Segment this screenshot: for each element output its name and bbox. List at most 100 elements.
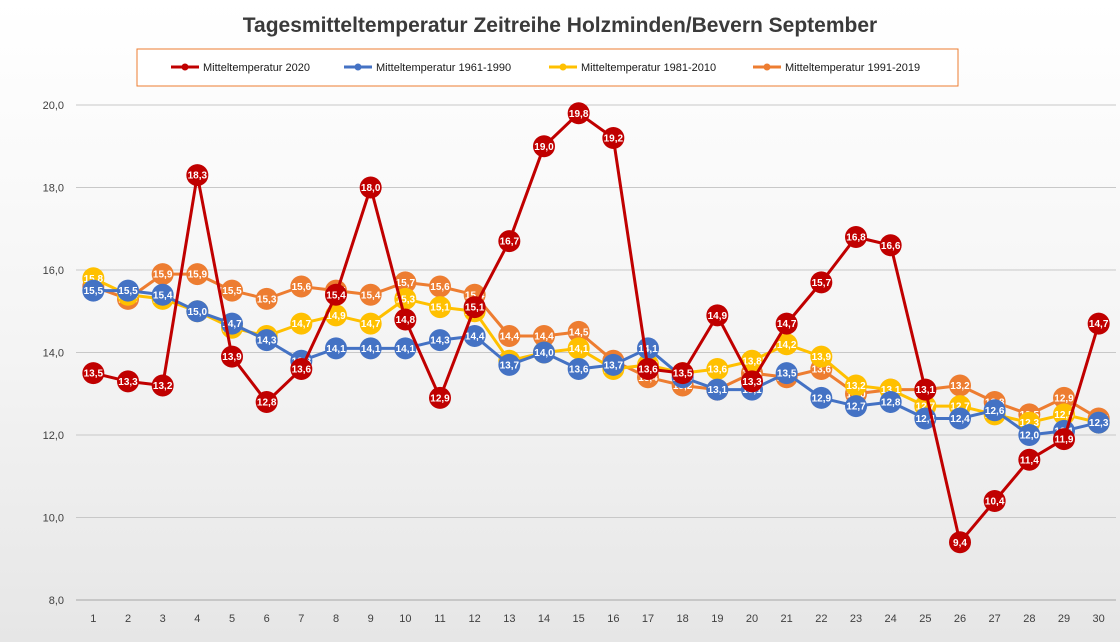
data-label: 13,6: [292, 365, 312, 376]
data-label: 13,3: [118, 377, 138, 388]
data-label: 14,3: [257, 336, 277, 347]
data-point: [602, 353, 625, 376]
data-point: [810, 345, 833, 368]
data-point: [498, 230, 521, 253]
x-tick-label: 10: [399, 613, 411, 625]
data-point: [567, 320, 590, 343]
data-point: [1087, 312, 1110, 335]
x-tick-label: 18: [677, 613, 689, 625]
data-point: [983, 490, 1006, 512]
data-point: [810, 271, 833, 294]
y-tick-label: 10,0: [43, 513, 64, 525]
data-point: [151, 263, 174, 286]
data-point: [359, 337, 382, 360]
data-point: [671, 362, 694, 385]
data-label: 9,4: [953, 538, 967, 549]
series-layer: 15,6 15,3 15,9 15,9 15,5 15,3 15,6 15,5 15,4 15,7…: [82, 102, 1110, 554]
x-tick-label: 13: [503, 613, 515, 625]
data-label: 13,5: [673, 369, 693, 380]
data-point: [290, 358, 313, 380]
x-tick-label: 30: [1093, 613, 1105, 625]
data-point: [602, 127, 625, 149]
data-label: 19,0: [534, 142, 554, 153]
series-line: [91, 276, 1101, 425]
data-point: [151, 374, 174, 397]
data-point: [221, 279, 243, 302]
data-point: [151, 283, 174, 306]
x-tick-label: 19: [711, 613, 723, 625]
data-label: 12,6: [985, 406, 1005, 417]
data-label: 14,0: [534, 348, 554, 359]
data-point: [82, 362, 105, 385]
legend-marker: [559, 63, 567, 71]
data-label: 11,9: [1055, 435, 1074, 446]
data-point: [706, 358, 729, 380]
x-tick-label: 26: [954, 613, 966, 625]
data-point: [221, 345, 243, 368]
data-label: 15,9: [153, 270, 173, 281]
x-tick-label: 25: [919, 613, 931, 625]
x-tick-label: 14: [538, 613, 550, 625]
data-label: 14,7: [222, 319, 242, 330]
x-tick-label: 27: [989, 613, 1001, 625]
x-tick-label: 28: [1023, 613, 1035, 625]
x-tick-label: 7: [298, 613, 304, 625]
legend-marker: [181, 63, 189, 71]
x-tick-label: 23: [850, 613, 862, 625]
data-label: 13,2: [153, 381, 173, 392]
data-point: [879, 234, 902, 257]
data-point: [983, 399, 1006, 422]
x-tick-label: 4: [194, 613, 200, 625]
data-label: 12,7: [950, 402, 970, 413]
data-label: 15,5: [222, 286, 242, 297]
data-point: [117, 370, 139, 393]
x-tick-label: 17: [642, 613, 654, 625]
data-label: 12,9: [812, 393, 832, 404]
data-label: 14,3: [430, 336, 450, 347]
data-label: 11,4: [1020, 455, 1039, 466]
data-point: [845, 374, 867, 397]
data-point: [429, 386, 451, 409]
y-tick-label: 18,0: [43, 183, 64, 195]
data-label: 16,6: [881, 241, 901, 252]
data-label: 15,4: [326, 290, 346, 301]
data-label: 15,9: [188, 270, 208, 281]
data-point: [394, 308, 417, 331]
data-point: [498, 353, 521, 376]
data-point: [290, 312, 313, 335]
data-label: 16,8: [846, 233, 866, 244]
data-point: [533, 135, 555, 158]
data-point: [637, 337, 659, 360]
data-label: 13,1: [881, 385, 901, 396]
data-label: 14,9: [708, 311, 728, 322]
data-label: 12,7: [916, 402, 936, 413]
data-label: 15,5: [84, 286, 104, 297]
data-point: [810, 386, 833, 409]
data-label: 15,1: [430, 303, 450, 314]
data-point: [914, 378, 937, 401]
y-tick-label: 20,0: [43, 100, 64, 112]
legend: Mitteltemperatur 2020 Mitteltemperatur 19…: [171, 62, 920, 74]
data-point: [359, 176, 382, 199]
data-label: 15,3: [257, 294, 277, 305]
data-label: 15,7: [396, 278, 416, 289]
data-point: [186, 263, 209, 286]
x-tick-label: 11: [434, 613, 445, 625]
data-point: [741, 349, 763, 372]
data-label: 13,7: [500, 360, 520, 371]
data-point: [325, 337, 347, 360]
data-label: 13,5: [84, 369, 104, 380]
data-label: 18,0: [361, 183, 381, 194]
series-line: [91, 289, 1101, 437]
data-point: [255, 287, 278, 310]
x-tick-label: 3: [160, 613, 166, 625]
legend-marker: [763, 63, 771, 71]
x-tick-label: 1: [90, 613, 96, 625]
data-label: 19,8: [569, 109, 589, 120]
x-tick-label: 20: [746, 613, 758, 625]
x-tick-label: 24: [885, 613, 897, 625]
legend-box: [136, 48, 959, 87]
data-point: [949, 531, 971, 554]
data-point: [186, 164, 209, 187]
